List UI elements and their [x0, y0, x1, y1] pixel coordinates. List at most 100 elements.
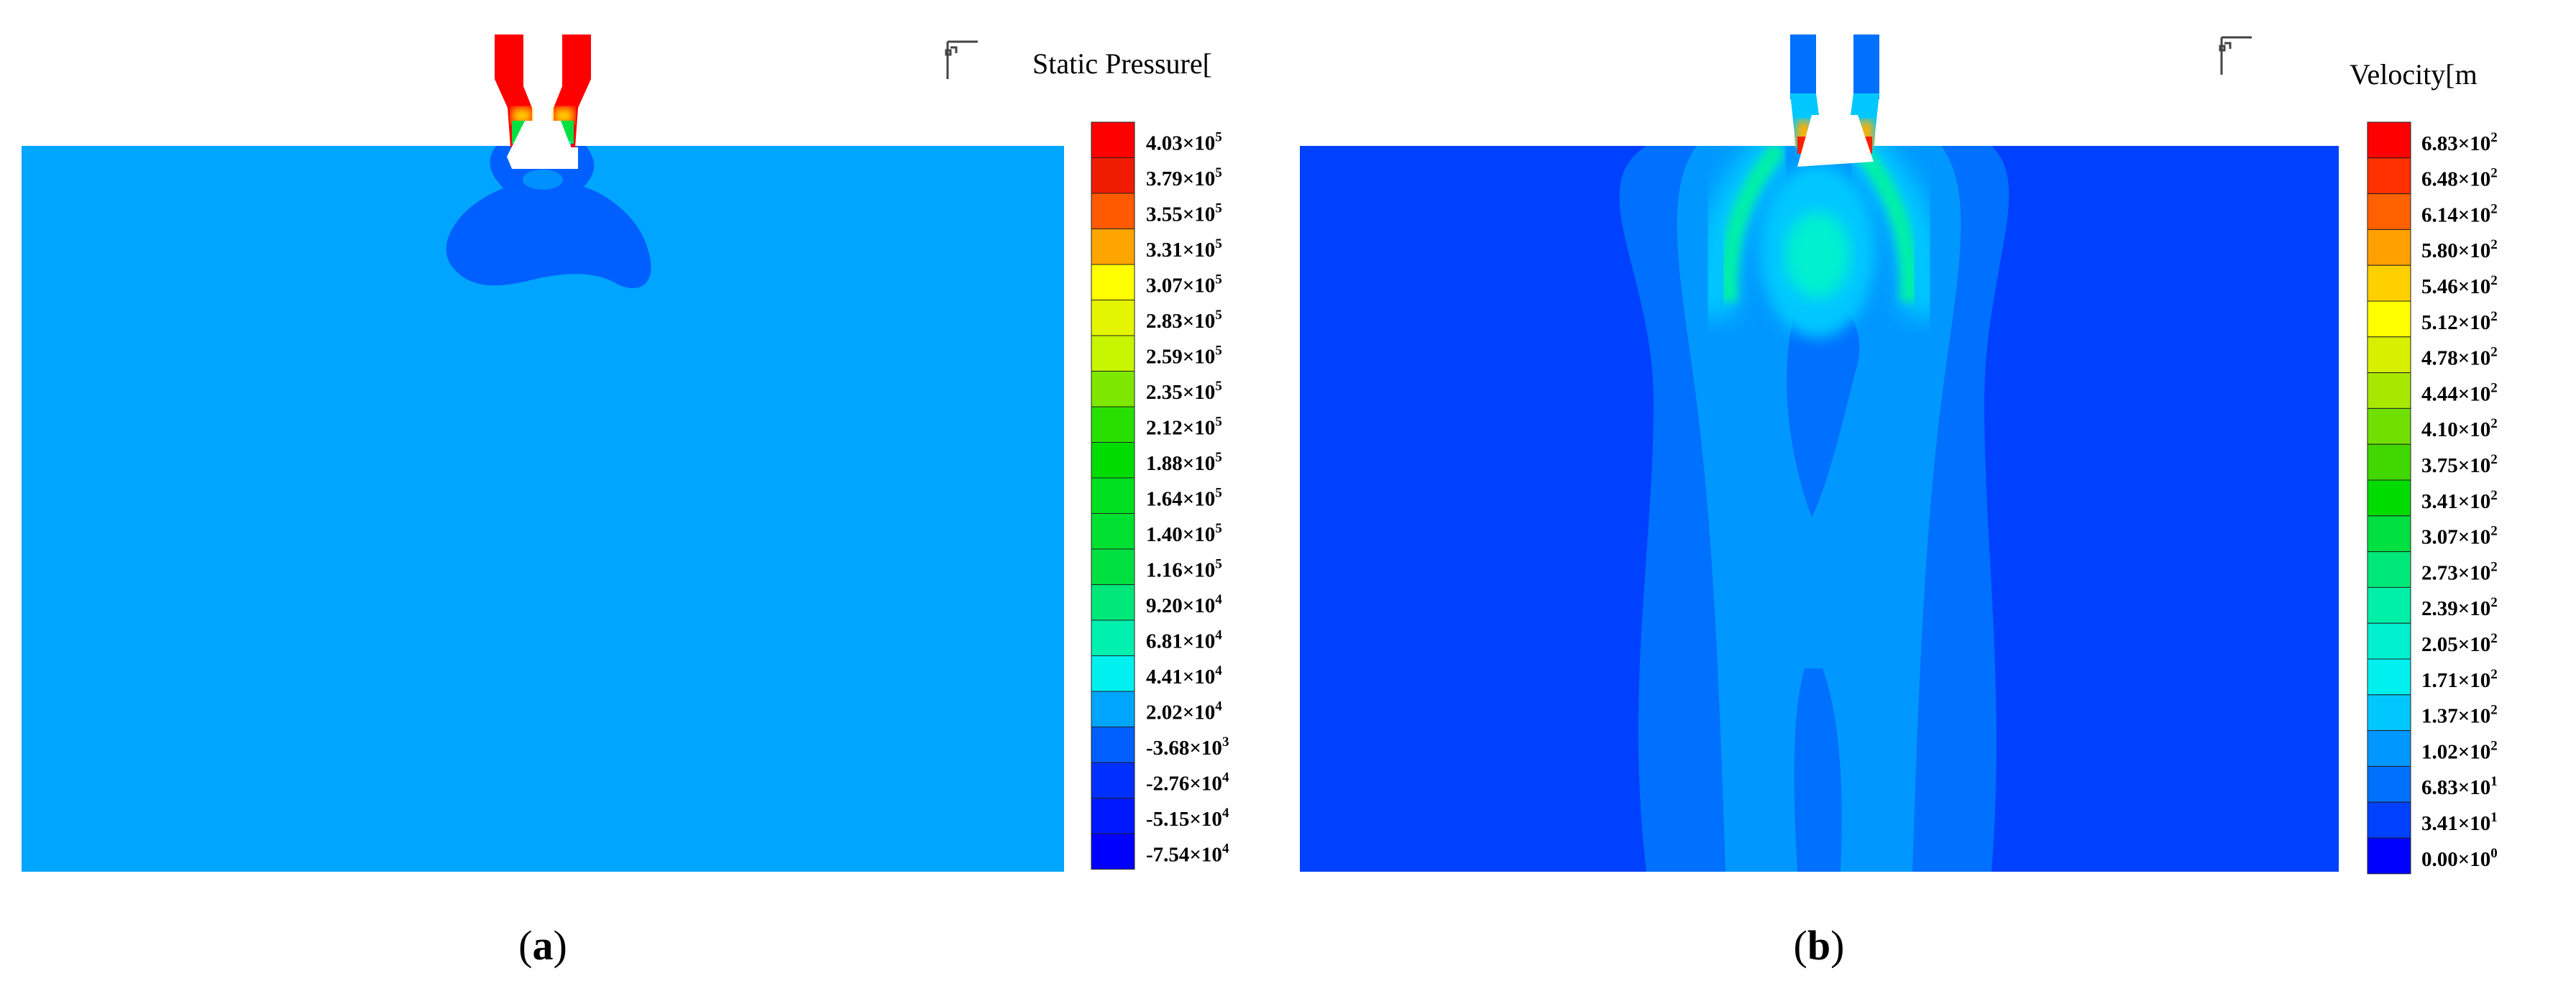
legend-label-exponent: 5: [1215, 557, 1222, 572]
legend-label-mantissa: 4.10×10: [2421, 418, 2490, 441]
legend-label-mantissa: 1.37×10: [2421, 705, 2490, 728]
legend-label-exponent: 2: [2490, 452, 2498, 467]
legend-swatch: [2367, 801, 2411, 839]
legend-label: 1.71×102: [2421, 667, 2498, 692]
legend-label-exponent: 2: [2490, 416, 2498, 431]
legend-label-mantissa: 6.48×10: [2421, 168, 2490, 191]
legend-swatch: [1091, 762, 1135, 798]
legend-label: 3.31×105: [1146, 236, 1222, 262]
legend-label-mantissa: 3.41×10: [2421, 490, 2490, 513]
legend-label: -7.54×104: [1146, 842, 1229, 867]
legend-label: 4.03×105: [1146, 130, 1222, 155]
legend-swatch: [2367, 837, 2411, 875]
legend-label-exponent: 5: [1215, 272, 1222, 287]
legend-swatch: [2367, 515, 2411, 553]
caption-a-letter: a: [533, 922, 554, 969]
legend-swatch: [2367, 193, 2411, 230]
legend-label-exponent: 0: [2490, 846, 2498, 861]
pressure-legend: 4.03×1053.79×1053.55×1053.31×1053.07×105…: [1091, 121, 1229, 870]
legend-label-exponent: 2: [2490, 309, 2498, 324]
legend-label-mantissa: 2.73×10: [2421, 561, 2490, 584]
legend-label-mantissa: 1.16×10: [1146, 559, 1215, 582]
legend-label-mantissa: 5.46×10: [2421, 275, 2490, 298]
legend-label-mantissa: -5.15×10: [1146, 808, 1222, 831]
legend-label: 3.55×105: [1146, 201, 1222, 226]
legend-label-mantissa: 6.14×10: [2421, 203, 2490, 226]
legend-swatch: [2367, 229, 2411, 266]
legend-label: 6.83×102: [2421, 130, 2498, 155]
legend-label: 3.07×102: [2421, 524, 2498, 549]
legend-label-mantissa: 2.59×10: [1146, 346, 1215, 369]
legend-label: 1.37×102: [2421, 703, 2498, 728]
legend-swatch: [1091, 833, 1135, 870]
caption-b: (b): [1794, 922, 1845, 969]
legend-label-exponent: 5: [1215, 308, 1222, 323]
legend-swatch: [1091, 300, 1135, 336]
legend-swatch: [2367, 765, 2411, 803]
legend-label-mantissa: 1.02×10: [2421, 740, 2490, 763]
legend-label: 3.79×105: [1146, 165, 1222, 190]
legend-label-exponent: 2: [2490, 380, 2498, 395]
legend-label-exponent: 2: [2490, 130, 2498, 145]
axis-triad-icon: [945, 40, 978, 79]
legend-label-mantissa: 0.00×10: [2421, 848, 2490, 871]
legend-label: 2.83×105: [1146, 308, 1222, 333]
legend-label-mantissa: 2.39×10: [2421, 597, 2490, 620]
caption-a: (a): [518, 922, 567, 969]
legend-label: 6.14×102: [2421, 201, 2498, 226]
velocity-contour-panel: [1300, 34, 2339, 872]
legend-label-exponent: 5: [1215, 415, 1222, 430]
legend-label: 3.41×102: [2421, 488, 2498, 513]
legend-label: 5.46×102: [2421, 273, 2498, 298]
caption-b-letter: b: [1807, 922, 1830, 969]
legend-label: 6.81×104: [1146, 628, 1222, 653]
legend-swatch: [1091, 264, 1135, 300]
legend-label-mantissa: 9.20×10: [1146, 594, 1215, 617]
legend-label-exponent: 5: [1215, 486, 1222, 501]
legend-swatch: [1091, 335, 1135, 372]
nozzle-b: [1790, 34, 1879, 167]
legend-label-mantissa: 3.55×10: [1146, 203, 1215, 226]
legend-label-exponent: 2: [2490, 166, 2498, 181]
legend-label: 2.59×105: [1146, 344, 1222, 369]
legend-label-mantissa: 4.78×10: [2421, 347, 2490, 370]
legend-swatch: [1091, 229, 1135, 265]
legend-swatch: [2367, 622, 2411, 660]
legend-label: 3.07×105: [1146, 272, 1222, 298]
legend-label-exponent: 2: [2490, 559, 2498, 574]
legend-label-exponent: 3: [1222, 734, 1229, 750]
legend-label-exponent: 2: [2490, 237, 2498, 252]
legend-label: 5.80×102: [2421, 237, 2498, 262]
legend-swatch: [1091, 619, 1135, 656]
legend-label: -2.76×104: [1146, 770, 1229, 796]
legend-label-mantissa: 3.07×10: [1146, 275, 1215, 298]
legend-swatch: [1091, 584, 1135, 621]
legend-label: 1.64×105: [1146, 486, 1222, 511]
legend-label: 6.83×101: [2421, 774, 2498, 799]
pressure-legend-title: Static Pressure[: [1032, 47, 1212, 80]
legend-label: 4.78×102: [2421, 345, 2498, 370]
legend-label-exponent: 2: [2490, 345, 2498, 360]
legend-swatch: [1091, 727, 1135, 763]
legend-swatch: [1091, 442, 1135, 479]
legend-label-exponent: 2: [2490, 667, 2498, 682]
legend-swatch: [1091, 513, 1135, 550]
legend-label-exponent: 4: [1215, 663, 1222, 678]
legend-label: 6.48×102: [2421, 166, 2498, 191]
legend-label-exponent: 2: [2490, 631, 2498, 646]
legend-label-mantissa: 2.02×10: [1146, 701, 1215, 724]
legend-label-mantissa: 2.83×10: [1146, 310, 1215, 333]
legend-label-exponent: 4: [1222, 770, 1229, 785]
legend-swatch: [1091, 798, 1135, 834]
legend-label-exponent: 2: [2490, 524, 2498, 539]
legend-label: 0.00×100: [2421, 846, 2498, 871]
legend-label-exponent: 2: [2490, 201, 2498, 216]
legend-swatch: [1091, 193, 1135, 229]
legend-label-exponent: 2: [2490, 273, 2498, 288]
legend-swatch: [1091, 371, 1135, 407]
legend-label-exponent: 1: [2490, 774, 2498, 789]
legend-label-mantissa: 1.64×10: [1146, 488, 1215, 511]
legend-label: 2.73×102: [2421, 559, 2498, 584]
legend-swatch: [1091, 121, 1135, 158]
legend-label-mantissa: 3.41×10: [2421, 812, 2490, 835]
